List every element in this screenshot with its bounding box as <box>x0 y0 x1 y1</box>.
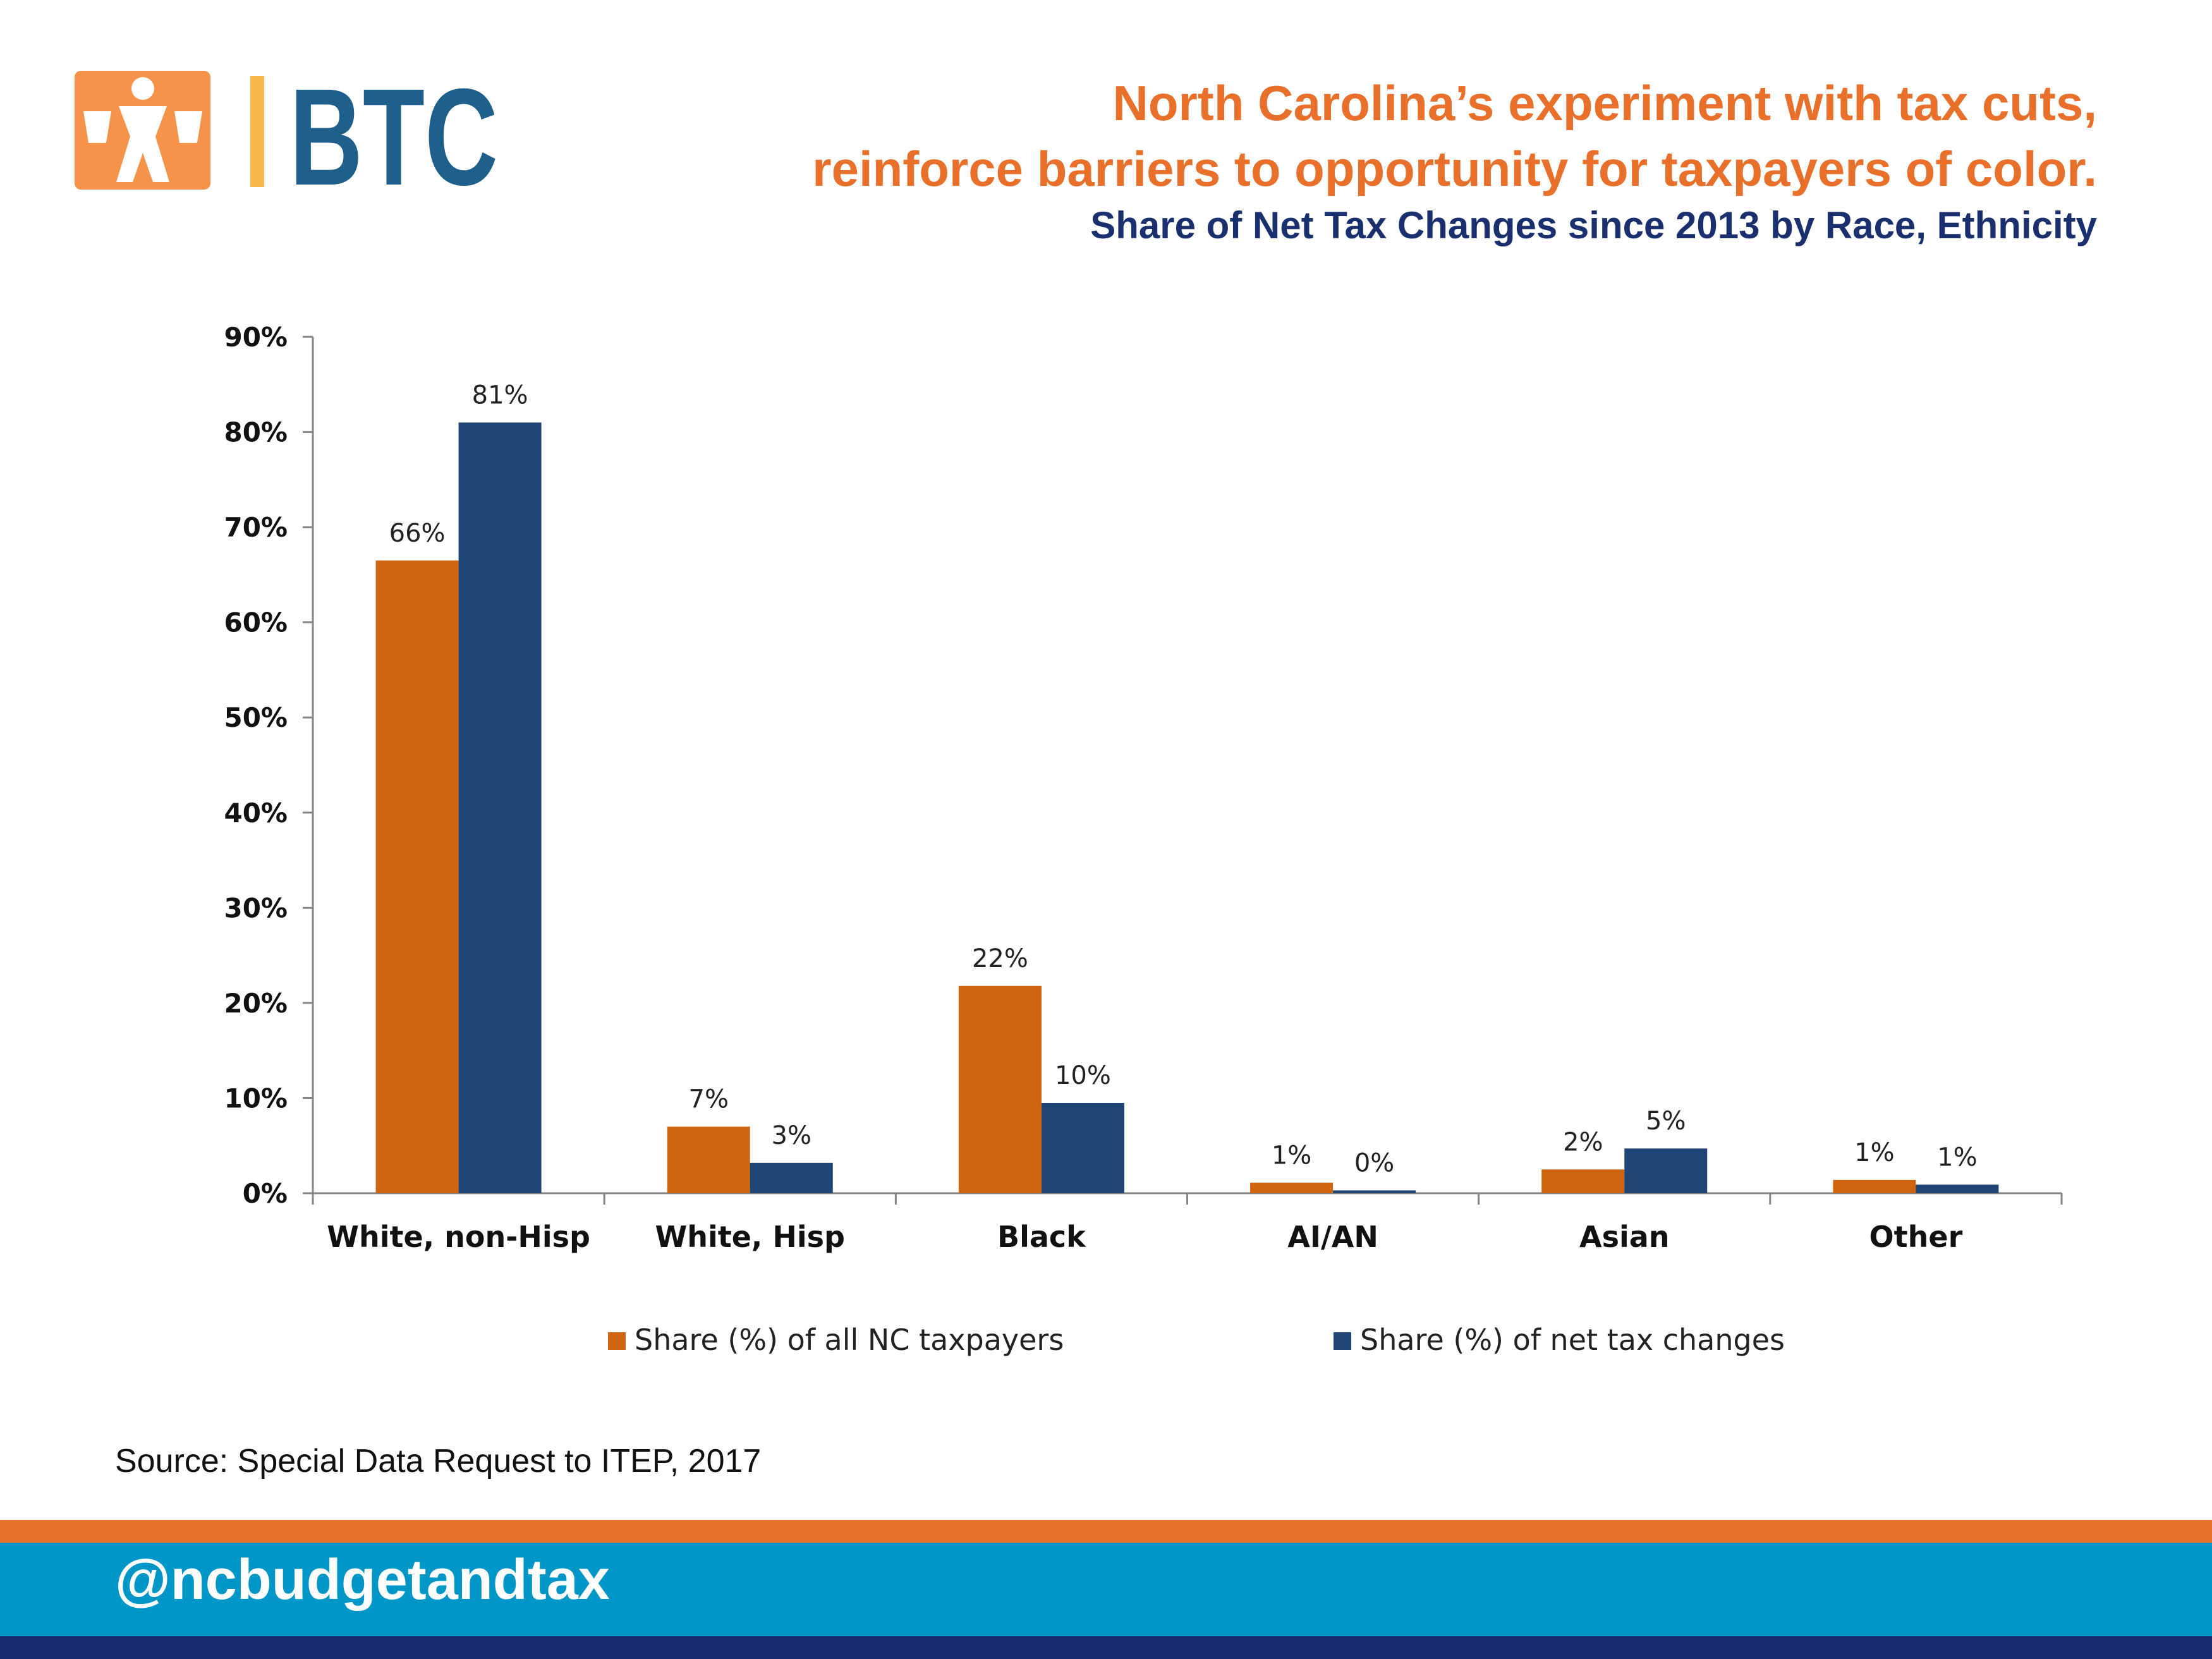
bar-series-2 <box>1333 1190 1416 1193</box>
bar-series-1 <box>375 560 459 1193</box>
footer-band <box>0 1543 2212 1636</box>
legend-swatch <box>1334 1332 1351 1350</box>
x-category-label: White, Hisp <box>655 1220 845 1254</box>
y-tick-label: 90% <box>224 322 288 353</box>
chart-subtitle: Share of Net Tax Changes since 2013 by R… <box>1090 204 2097 246</box>
bar-series-2 <box>1916 1184 1999 1193</box>
legend-label: Share (%) of net tax changes <box>1360 1323 1785 1357</box>
chart-legend: Share (%) of all NC taxpayers Share (%) o… <box>608 1323 1785 1357</box>
y-tick-label: 70% <box>224 512 288 543</box>
bar-series-1 <box>958 985 1042 1193</box>
logo-wordmark: BTC <box>289 67 498 193</box>
y-tick-label: 30% <box>224 892 288 923</box>
x-category-label: Black <box>997 1220 1086 1254</box>
y-tick-label: 40% <box>224 798 288 829</box>
bar-series-1 <box>1833 1179 1916 1193</box>
bar-series-2 <box>458 422 542 1193</box>
data-label: 3% <box>772 1121 811 1150</box>
data-label: 10% <box>1055 1061 1111 1090</box>
legend-label: Share (%) of all NC taxpayers <box>635 1323 1064 1357</box>
data-label: 1% <box>1854 1138 1894 1167</box>
chart-title-line-1: North Carolina’s experiment with tax cut… <box>1112 75 2097 131</box>
btc-logo: BTC <box>75 67 498 193</box>
y-tick-label: 60% <box>224 607 288 638</box>
data-label: 81% <box>472 381 528 410</box>
bar-series-1 <box>1541 1169 1625 1193</box>
twitter-handle[interactable]: @ncbudgetandtax <box>115 1548 610 1612</box>
y-tick-label: 10% <box>224 1083 288 1114</box>
chart-bars <box>375 422 1999 1193</box>
bar-series-1 <box>1250 1182 1334 1193</box>
x-category-label: AI/AN <box>1287 1220 1378 1254</box>
logo-figure-head <box>131 77 154 100</box>
chart-data-labels: 66% 7% 22% 1% 2% 1% 81% 3% 10% 0% 5% 1% <box>389 381 1978 1178</box>
data-label: 1% <box>1937 1143 1977 1172</box>
footer-navy-stripe <box>0 1636 2212 1659</box>
data-label: 1% <box>1272 1141 1311 1170</box>
y-tick-label: 20% <box>224 988 288 1019</box>
logo-scale-left <box>83 111 111 143</box>
data-label: 2% <box>1563 1127 1603 1157</box>
x-category-label: White, non-Hisp <box>327 1220 590 1254</box>
bar-series-2 <box>750 1162 833 1193</box>
chart-title-line-2: reinforce barriers to opportunity for ta… <box>812 141 2097 197</box>
footer-orange-stripe <box>0 1520 2212 1543</box>
data-label: 66% <box>389 519 446 548</box>
logo-figure-body <box>116 106 169 182</box>
source-note: Source: Special Data Request to ITEP, 20… <box>115 1443 762 1480</box>
data-label: 5% <box>1646 1107 1686 1136</box>
y-tick-label: 0% <box>243 1178 288 1209</box>
x-category-label: Other <box>1869 1220 1963 1254</box>
bar-series-2 <box>1041 1102 1124 1193</box>
bar-series-2 <box>1624 1148 1708 1193</box>
bar-series-1 <box>667 1126 750 1193</box>
x-category-label: Asian <box>1579 1220 1670 1254</box>
bar-chart: 0% 10% 20% 30% 40% 50% 60% 70% 80% 90% White, non-… <box>224 322 2063 1357</box>
chart-axes: 0% 10% 20% 30% 40% 50% 60% 70% 80% 90% White, non-… <box>224 322 2063 1254</box>
y-tick-label: 80% <box>224 417 288 448</box>
y-tick-label: 50% <box>224 702 288 733</box>
logo-scale-right <box>174 111 202 143</box>
data-label: 0% <box>1354 1148 1394 1177</box>
data-label: 7% <box>689 1085 729 1114</box>
logo-divider-bar <box>250 76 264 187</box>
data-label: 22% <box>972 944 1028 973</box>
legend-swatch <box>608 1332 626 1350</box>
